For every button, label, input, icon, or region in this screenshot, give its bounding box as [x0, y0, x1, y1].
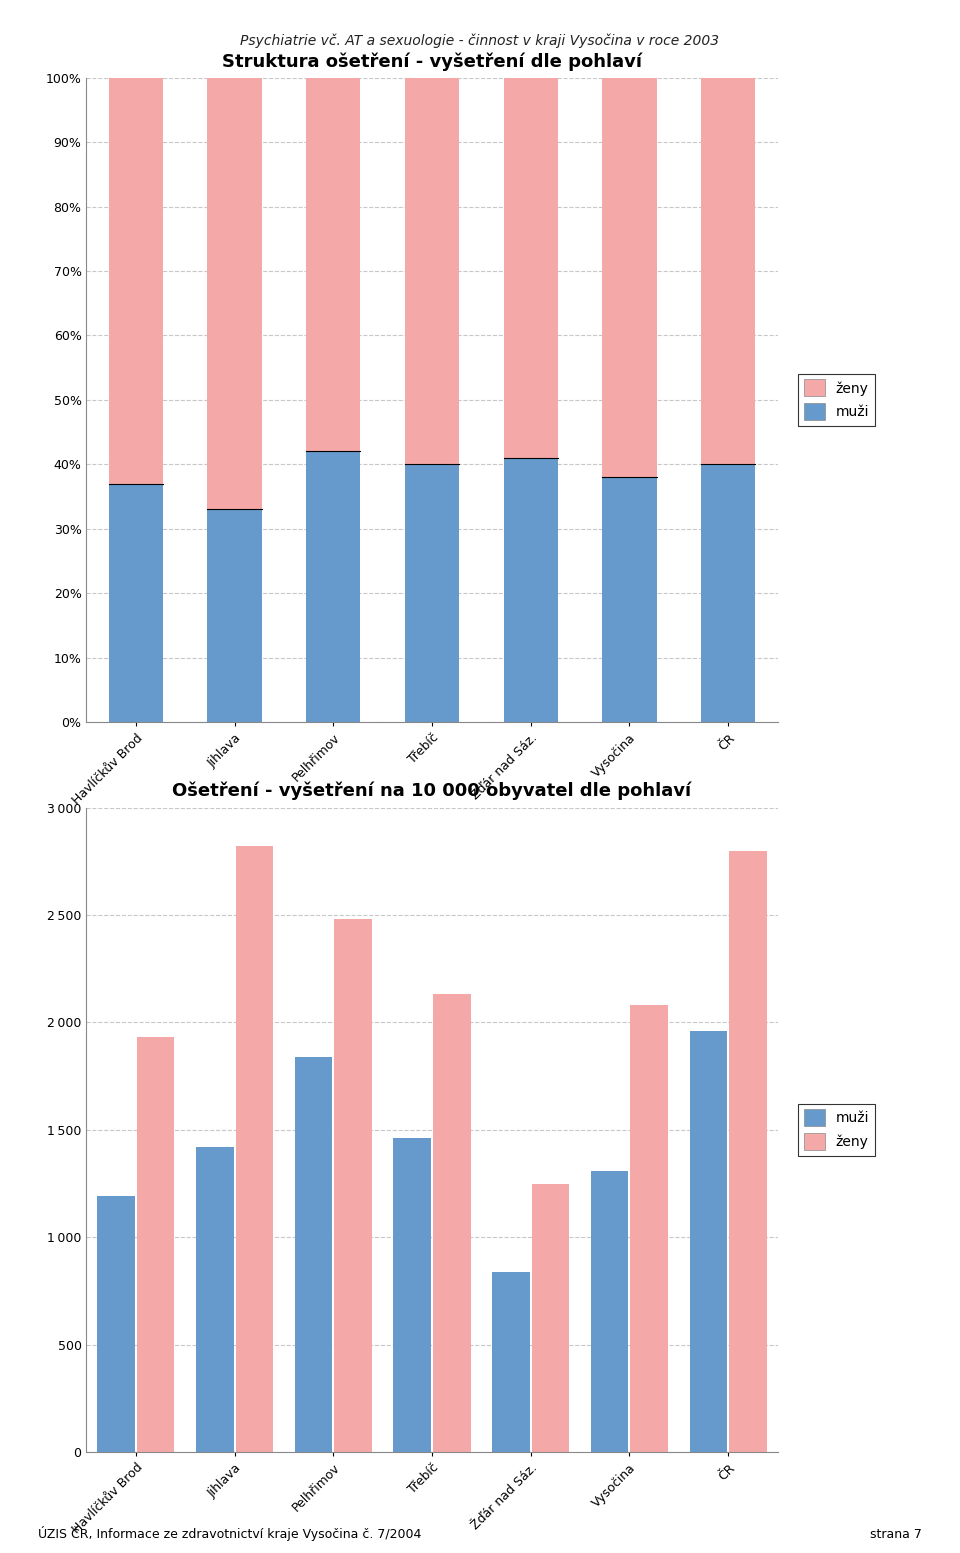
Bar — [306, 78, 360, 452]
Bar — [235, 846, 273, 1452]
Bar — [295, 1056, 332, 1452]
Bar — [108, 483, 163, 722]
Bar — [689, 1031, 728, 1452]
Bar — [492, 1272, 530, 1452]
Bar — [207, 78, 262, 509]
Bar — [701, 464, 756, 722]
Bar — [394, 1138, 431, 1452]
Bar — [207, 509, 262, 722]
Text: Psychiatrie vč. AT a sexuologie - činnost v kraji Vysočina v roce 2003: Psychiatrie vč. AT a sexuologie - činnos… — [240, 34, 720, 48]
Bar — [602, 477, 657, 722]
Bar — [136, 1037, 175, 1452]
Title: Struktura ošetření - vyšetření dle pohlaví: Struktura ošetření - vyšetření dle pohla… — [222, 53, 642, 70]
Legend: muži, ženy: muži, ženy — [799, 1104, 875, 1155]
Bar — [334, 919, 372, 1452]
Bar — [532, 1183, 569, 1452]
Text: ÚZIS ČR, Informace ze zdravotnictví kraje Vysočina č. 7/2004: ÚZIS ČR, Informace ze zdravotnictví kraj… — [38, 1525, 421, 1541]
Bar — [504, 78, 558, 458]
Bar — [730, 851, 767, 1452]
Bar — [196, 1148, 233, 1452]
Bar — [97, 1196, 134, 1452]
Bar — [701, 78, 756, 464]
Bar — [433, 994, 470, 1452]
Bar — [306, 452, 360, 722]
Bar — [504, 458, 558, 722]
Bar — [631, 1005, 668, 1452]
Bar — [405, 78, 459, 464]
Bar — [591, 1171, 629, 1452]
Legend: ženy, muži: ženy, muži — [799, 374, 875, 426]
Bar — [108, 78, 163, 483]
Title: Ošetření - vyšetření na 10 000 obyvatel dle pohlaví: Ošetření - vyšetření na 10 000 obyvatel … — [173, 783, 691, 800]
Bar — [602, 78, 657, 477]
Text: strana 7: strana 7 — [870, 1528, 922, 1541]
Bar — [405, 464, 459, 722]
